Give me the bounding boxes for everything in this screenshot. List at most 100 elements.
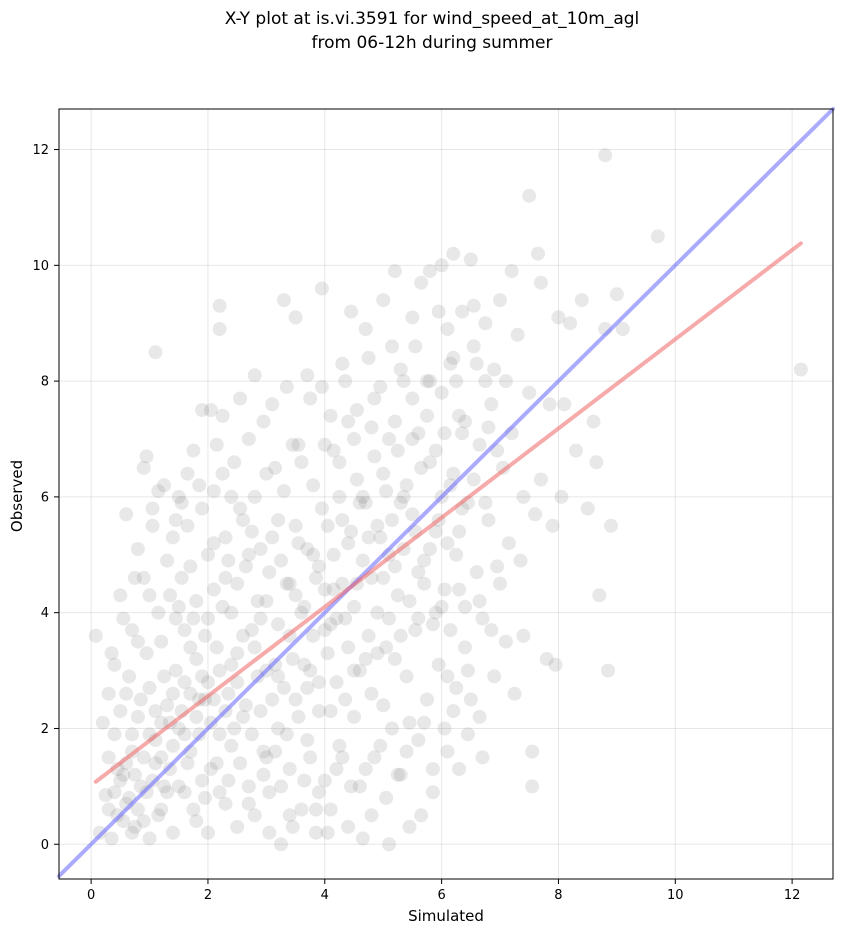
data-point	[458, 599, 472, 614]
data-point	[387, 414, 402, 429]
x-tick-label: 6	[437, 888, 445, 903]
data-point	[513, 553, 528, 568]
data-point	[215, 599, 230, 614]
data-point	[189, 814, 204, 829]
data-point	[282, 808, 297, 823]
data-point	[244, 524, 259, 539]
data-point	[399, 669, 414, 684]
data-point	[294, 605, 309, 620]
data-point	[107, 727, 122, 742]
data-point	[402, 715, 417, 730]
data-point	[317, 773, 332, 788]
data-point	[157, 779, 172, 794]
data-point	[174, 570, 189, 585]
data-point	[212, 298, 227, 313]
data-point	[455, 304, 470, 319]
data-point	[238, 559, 253, 574]
data-point	[233, 501, 248, 516]
data-point	[148, 704, 163, 719]
data-point	[119, 507, 134, 522]
data-point	[306, 478, 321, 493]
x-axis-label: Simulated	[408, 907, 484, 925]
data-point	[203, 762, 218, 776]
data-point	[136, 750, 151, 765]
data-point	[262, 565, 277, 580]
data-point	[344, 779, 359, 794]
data-point	[165, 738, 180, 753]
data-point	[525, 744, 540, 759]
data-point	[580, 501, 595, 516]
data-point	[387, 652, 402, 666]
data-point	[338, 692, 353, 707]
data-point	[382, 837, 396, 852]
data-point	[279, 576, 294, 591]
data-point	[452, 762, 467, 776]
data-point	[171, 599, 186, 614]
data-point	[452, 524, 467, 539]
data-point	[110, 808, 125, 823]
data-point	[443, 623, 458, 638]
data-point	[276, 293, 291, 308]
data-point	[601, 663, 616, 678]
data-point	[475, 750, 490, 765]
data-point	[422, 374, 437, 389]
data-point	[189, 594, 204, 609]
data-point	[195, 669, 210, 684]
data-point	[347, 663, 361, 678]
data-point	[221, 553, 236, 568]
data-point	[174, 495, 189, 510]
data-point	[320, 825, 335, 840]
data-point	[428, 443, 443, 458]
data-point	[297, 657, 312, 672]
data-point	[347, 709, 361, 724]
y-tick-label: 10	[32, 259, 49, 274]
data-point	[285, 819, 300, 834]
data-point	[125, 623, 139, 638]
data-point	[542, 397, 557, 412]
data-point	[358, 652, 373, 666]
data-point	[309, 802, 323, 817]
data-point	[311, 785, 326, 800]
data-point	[341, 414, 356, 429]
data-point	[168, 663, 183, 678]
data-point	[367, 449, 382, 464]
data-point	[247, 489, 262, 504]
data-point	[241, 547, 256, 562]
data-point	[291, 536, 306, 551]
data-point	[268, 460, 283, 475]
data-point	[376, 698, 391, 713]
data-point	[507, 686, 522, 701]
data-point	[130, 802, 145, 817]
data-point	[271, 721, 286, 736]
data-point	[458, 640, 472, 655]
data-point	[163, 588, 177, 603]
data-point	[396, 489, 411, 504]
data-point	[405, 310, 420, 325]
data-point	[238, 698, 253, 713]
data-point	[127, 570, 142, 585]
data-point	[358, 762, 373, 776]
x-tick-label: 0	[87, 888, 95, 903]
data-point	[101, 802, 116, 817]
data-point	[256, 767, 271, 782]
data-point	[338, 611, 353, 626]
data-point	[592, 588, 607, 603]
data-point	[385, 513, 399, 528]
data-point	[224, 605, 239, 620]
data-point	[241, 779, 256, 794]
reference-lines	[57, 107, 835, 879]
data-point	[285, 437, 300, 452]
data-point	[425, 762, 440, 776]
data-point	[358, 322, 373, 336]
data-point	[428, 605, 443, 620]
data-point	[309, 570, 323, 585]
data-point	[139, 785, 154, 800]
data-point	[265, 397, 280, 412]
data-point	[314, 501, 329, 516]
data-point	[484, 397, 499, 412]
data-point	[236, 513, 250, 528]
data-point	[113, 588, 128, 603]
data-point	[259, 466, 274, 481]
data-point	[136, 814, 151, 829]
data-point	[300, 542, 315, 556]
